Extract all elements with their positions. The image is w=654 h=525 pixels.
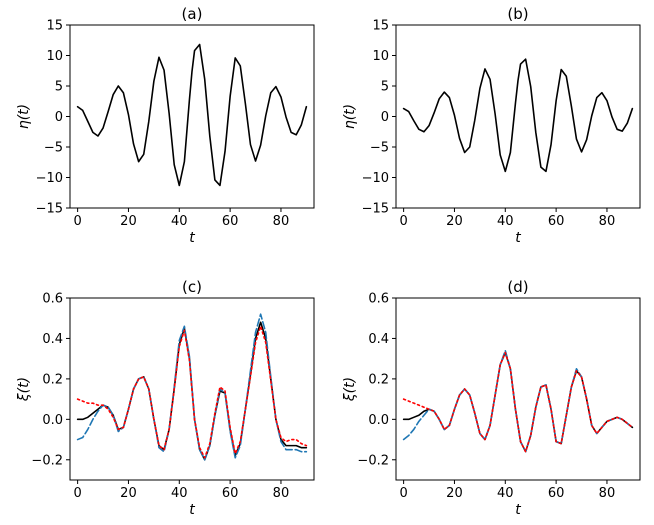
x-tick-label: 0 — [399, 486, 407, 501]
y-tick-label: −15 — [36, 202, 63, 217]
y-tick-label: 0.4 — [368, 332, 389, 347]
y-tick-label: 0.4 — [42, 332, 63, 347]
axes-frame — [395, 297, 641, 481]
y-tick-label: 0.0 — [368, 413, 389, 428]
y-tick-label: 0.2 — [42, 372, 63, 387]
axes-frame — [69, 297, 315, 481]
x-tick-label: 80 — [273, 214, 290, 229]
x-tick-label: 40 — [171, 214, 188, 229]
x-tick-label: 80 — [599, 486, 616, 501]
x-axis-label: t — [515, 502, 521, 518]
series-line-2 — [76, 325, 308, 459]
panel-d: 0 20 40 60 80 −0.2 0.0 0.2 0.4 0.6 (d) t ξ(t) — [342, 278, 641, 518]
x-tick-label: 0 — [73, 486, 81, 501]
y-tick-label: 0.0 — [42, 413, 63, 428]
y-tick-label: −0.2 — [357, 453, 389, 468]
x-tick-label: 40 — [497, 486, 514, 501]
y-tick-label: 10 — [372, 49, 389, 64]
y-axis-label: ξ(t) — [16, 377, 32, 402]
panel-title: (b) — [507, 5, 528, 23]
y-tick-label: −15 — [362, 202, 389, 217]
series-line-0 — [402, 351, 634, 453]
x-tick-label: 20 — [446, 486, 463, 501]
y-tick-label: 0 — [381, 110, 389, 125]
x-tick-label: 40 — [497, 214, 514, 229]
panel-title: (c) — [182, 278, 202, 296]
y-tick-label: 15 — [46, 19, 63, 34]
x-tick-label: 20 — [120, 214, 137, 229]
panel-b: 0 20 40 60 80 −15 −10 −5 0 5 10 15 (b) t η(t) — [342, 5, 641, 246]
y-axis-label: η(t) — [342, 104, 358, 129]
y-tick-label: 0.2 — [368, 372, 389, 387]
x-tick-label: 0 — [399, 214, 407, 229]
x-tick-label: 20 — [446, 214, 463, 229]
y-tick-label: 10 — [46, 49, 63, 64]
y-tick-label: 5 — [55, 80, 63, 95]
y-tick-label: 5 — [381, 80, 389, 95]
x-tick-label: 40 — [171, 486, 188, 501]
y-tick-label: −0.2 — [31, 453, 63, 468]
x-tick-label: 20 — [120, 486, 137, 501]
x-tick-label: 80 — [599, 214, 616, 229]
x-axis-label: t — [189, 230, 195, 246]
x-tick-label: 80 — [273, 486, 290, 501]
y-tick-label: −10 — [362, 171, 389, 186]
y-tick-label: 15 — [372, 19, 389, 34]
series-line-1 — [402, 349, 634, 453]
y-tick-label: 0 — [55, 110, 63, 125]
x-axis-label: t — [189, 502, 195, 518]
series-line-0 — [402, 58, 634, 173]
y-axis-label: η(t) — [16, 104, 32, 129]
panel-a: 0 20 40 60 80 −15 −10 −5 0 5 10 15 (a) t η(t) — [16, 5, 315, 246]
panel-c: 0 20 40 60 80 −0.2 0.0 0.2 0.4 0.6 (c) t ξ(t) — [16, 278, 315, 518]
x-axis-label: t — [515, 230, 521, 246]
x-tick-label: 0 — [73, 214, 81, 229]
series-line-2 — [402, 351, 634, 453]
panel-title: (a) — [182, 5, 203, 23]
y-tick-label: −5 — [370, 141, 389, 156]
panel-title: (d) — [507, 278, 528, 296]
x-tick-label: 60 — [222, 486, 239, 501]
x-tick-label: 60 — [548, 486, 565, 501]
y-axis-label: ξ(t) — [342, 377, 358, 402]
series-line-0 — [76, 43, 308, 187]
y-tick-label: 0.6 — [42, 292, 63, 307]
x-tick-label: 60 — [222, 214, 239, 229]
y-tick-label: −10 — [36, 171, 63, 186]
x-tick-label: 60 — [548, 214, 565, 229]
y-tick-label: 0.6 — [368, 292, 389, 307]
y-tick-label: −5 — [44, 141, 63, 156]
